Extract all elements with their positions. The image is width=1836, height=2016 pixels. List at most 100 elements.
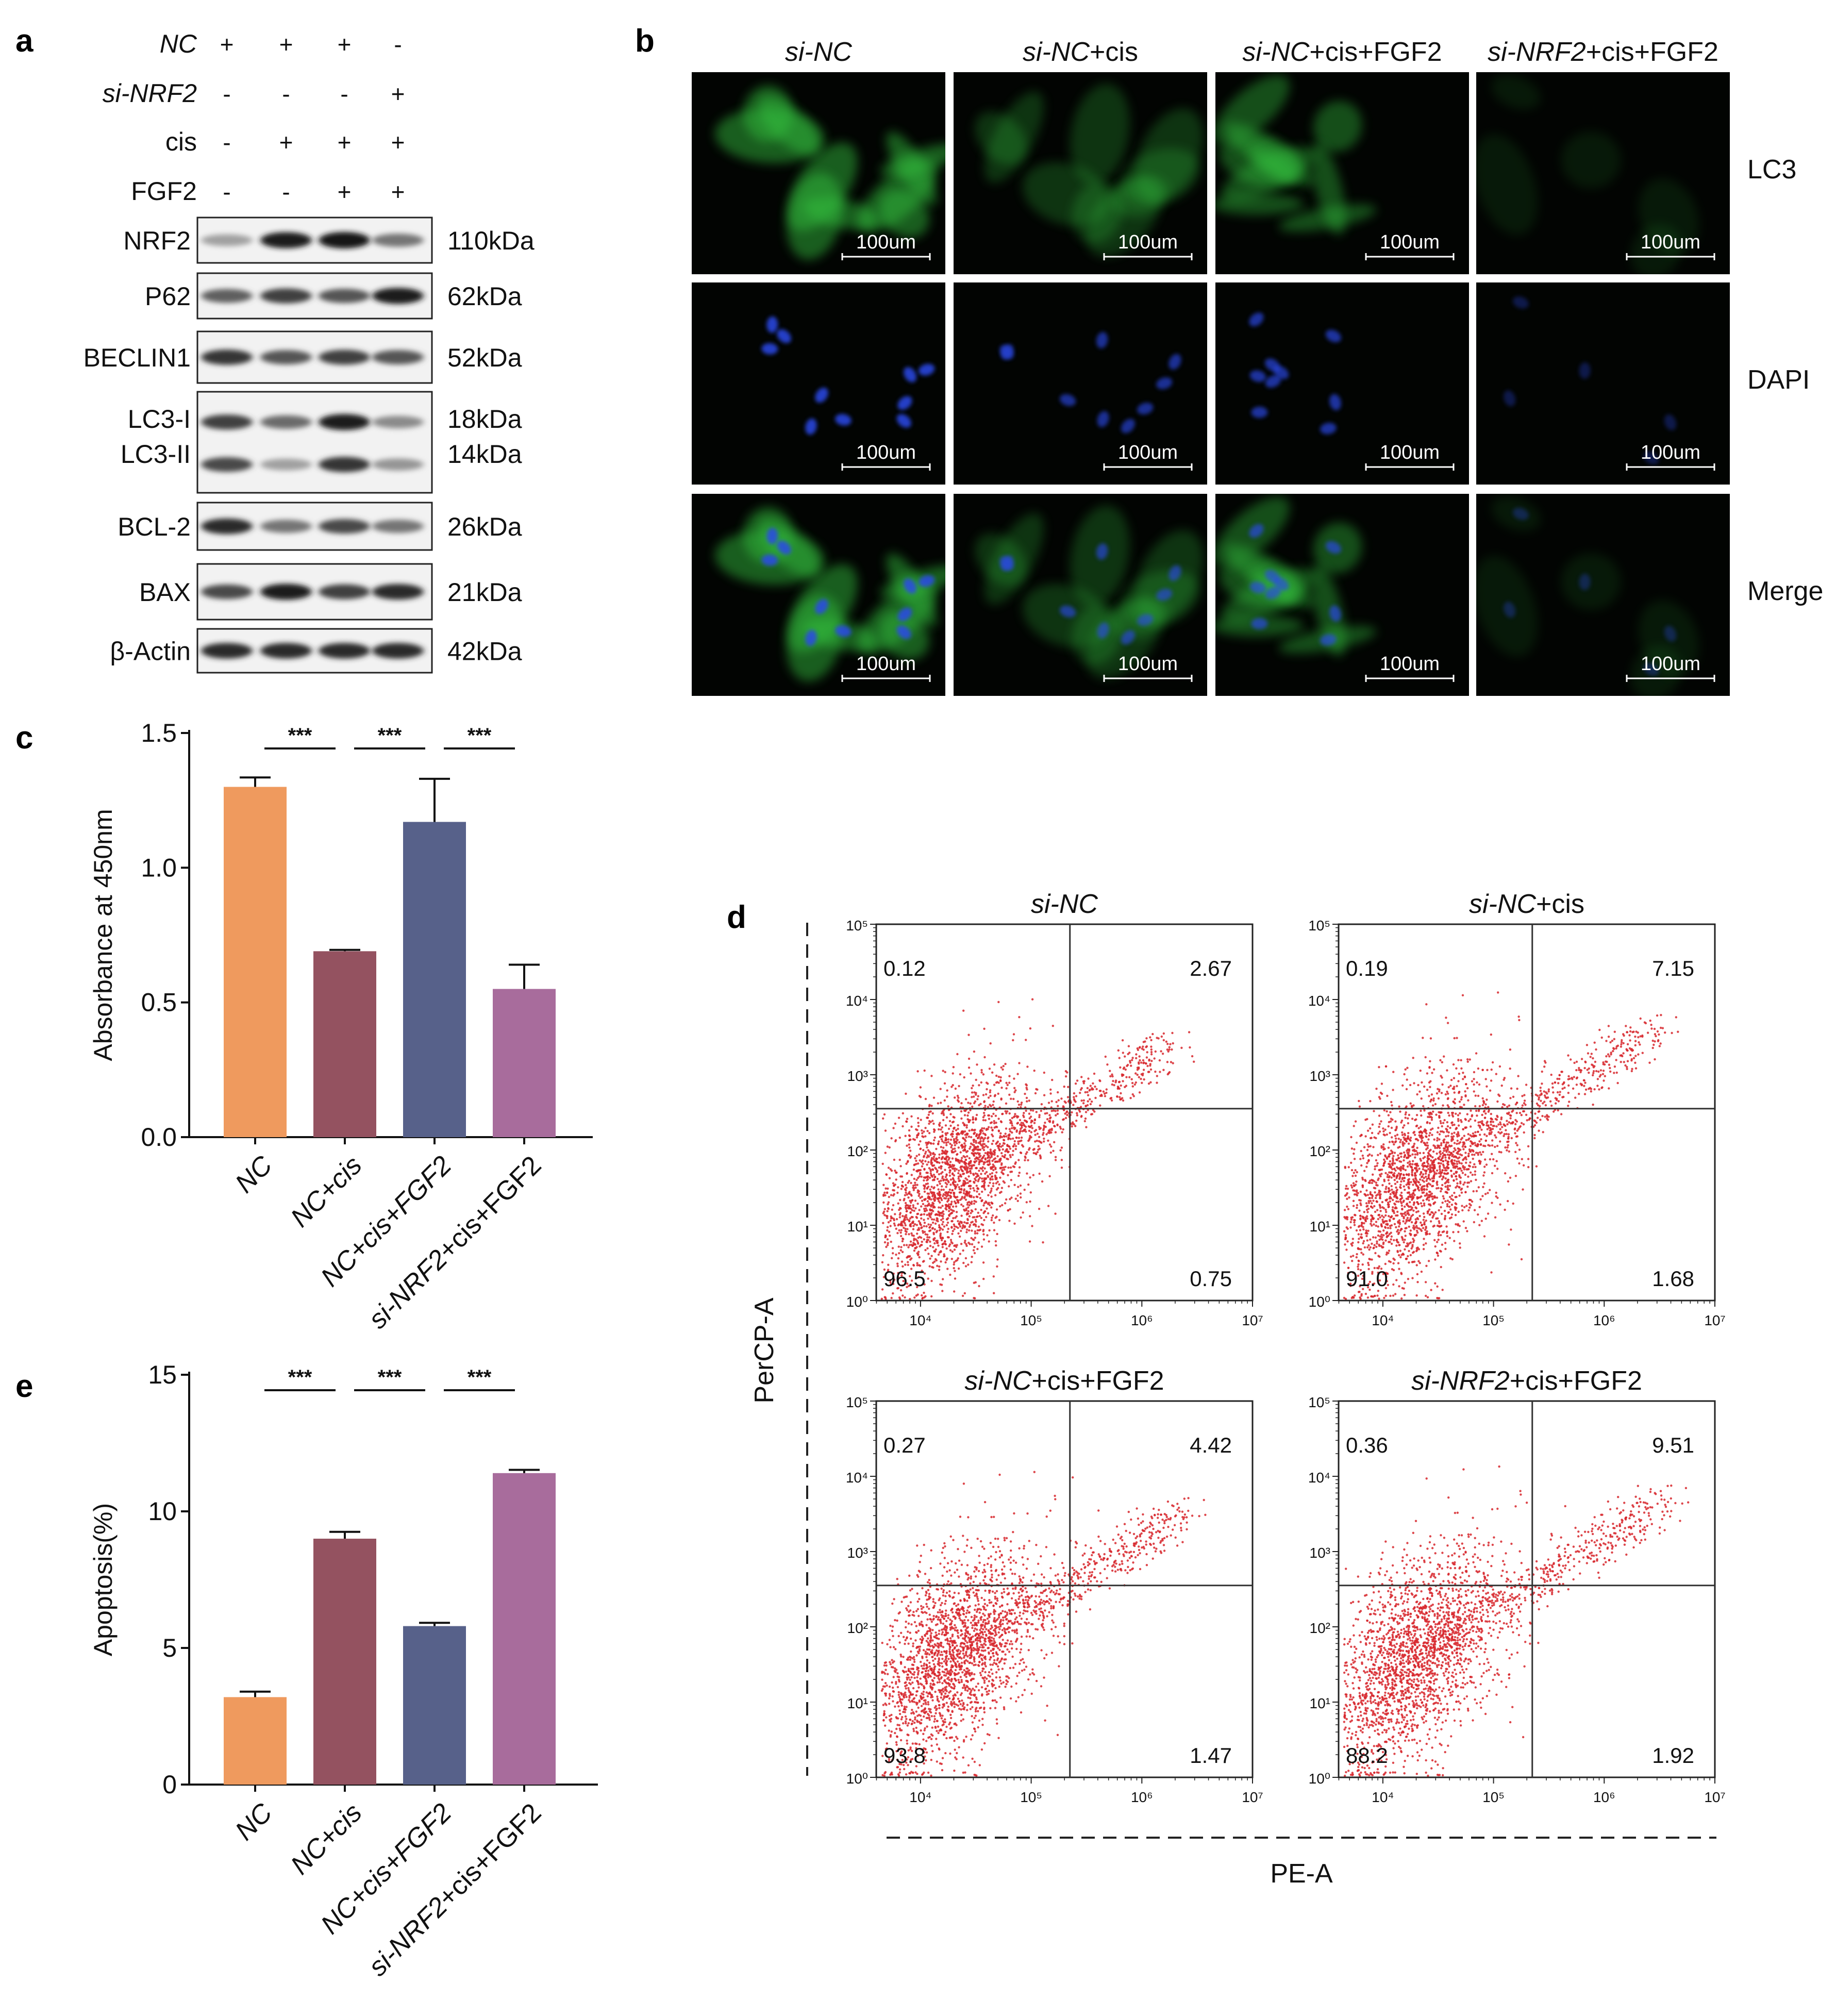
scatter-point [1507, 1140, 1510, 1143]
scatter-point [950, 1146, 953, 1148]
scatter-point [947, 1138, 950, 1141]
scatter-point [1026, 1151, 1028, 1154]
scatter-point [906, 1218, 909, 1221]
scatter-point [973, 1196, 975, 1198]
scatter-point [975, 1135, 978, 1138]
scatter-point [1009, 1198, 1011, 1201]
scatter-point [1133, 1083, 1136, 1086]
scatter-point [961, 1157, 963, 1159]
scatter-point [1353, 1185, 1356, 1187]
scatter-point [946, 1193, 949, 1195]
scatter-point [972, 1118, 974, 1121]
scatter-point [1085, 1126, 1088, 1128]
scatter-point [1506, 1106, 1509, 1108]
scatter-point [957, 1220, 959, 1223]
scatter-point [947, 1181, 950, 1184]
scatter-point [978, 1285, 980, 1288]
scatter-point [1466, 1087, 1469, 1090]
scatter-point [1004, 1132, 1007, 1135]
scatter-point [966, 1181, 969, 1184]
scatter-point [1008, 1128, 1011, 1130]
scatter-point [1000, 1187, 1004, 1189]
significance-stars: *** [468, 724, 492, 747]
scatter-point [999, 1120, 1003, 1123]
scatter-point [1402, 1220, 1405, 1223]
scatter-point [1635, 1030, 1638, 1033]
scatter-point [1474, 1094, 1477, 1097]
scatter-point [945, 1247, 948, 1250]
scatter-point [965, 1124, 968, 1127]
scatter-point [1445, 1141, 1448, 1144]
scatter-point [988, 1160, 991, 1163]
scatter-point [1405, 1088, 1408, 1091]
scatter-point [984, 1119, 987, 1122]
scatter-point [1029, 1215, 1031, 1218]
scatter-point [1003, 1166, 1005, 1169]
scatter-point [1447, 1135, 1449, 1137]
scatter-points [880, 998, 1195, 1301]
protein-band [201, 414, 253, 430]
scatter-point [897, 1223, 900, 1226]
scatter-point [959, 1253, 962, 1255]
scatter-point [931, 1168, 934, 1171]
scatter-point [1418, 1168, 1421, 1170]
scatter-point [980, 1069, 983, 1072]
scatter-point [1447, 1086, 1450, 1089]
scatter-point [1393, 1174, 1396, 1177]
scatter-point [1054, 1212, 1057, 1215]
scatter-point [965, 1134, 969, 1136]
scatter-point [933, 1153, 936, 1156]
scatter-point [971, 1129, 973, 1131]
scatter-point [939, 1135, 942, 1138]
scatter-point [1013, 1222, 1016, 1225]
scatter-point [1654, 1058, 1656, 1061]
scatter-point [1401, 1239, 1404, 1241]
scatter-point [942, 1217, 944, 1220]
scatter-point [1117, 1087, 1120, 1090]
scatter-point [1629, 1039, 1631, 1042]
scatter-point [1466, 1230, 1468, 1232]
scatter-point [1392, 1155, 1395, 1157]
scatter-point [1394, 1120, 1397, 1123]
scatter-point [1384, 1208, 1387, 1211]
scatter-point [901, 1224, 904, 1227]
scatter-point [1360, 1164, 1363, 1167]
scatter-point [1495, 1191, 1497, 1194]
scatter-point [1578, 1067, 1580, 1070]
lc3-cytoplasm-signal [1022, 162, 1110, 226]
scatter-point [959, 1173, 962, 1176]
scatter-point [1447, 1211, 1449, 1214]
scatter-point [1140, 1061, 1143, 1064]
scatter-point [938, 1199, 940, 1203]
scatter-point [1119, 1066, 1122, 1069]
scatter-point [1373, 1136, 1376, 1139]
scatter-point [1613, 1065, 1616, 1068]
scatter-point [973, 1180, 975, 1183]
scatter-point [1600, 1087, 1603, 1089]
scatter-point [926, 1182, 929, 1185]
scatter-point [886, 1145, 889, 1148]
scatter-point [996, 1232, 998, 1236]
dapi-nucleus [1060, 394, 1076, 406]
scatter-point [898, 1216, 902, 1219]
scatter-point [949, 1249, 952, 1252]
scatter-point [1430, 1289, 1432, 1291]
scatter-point [1518, 1019, 1521, 1022]
scatter-point [1357, 1259, 1360, 1262]
scatter-point [1580, 1083, 1583, 1086]
scatter-point [1060, 1146, 1063, 1149]
scatter-point [1005, 1112, 1008, 1114]
scatter-point [1450, 1152, 1453, 1155]
scatter-point [1022, 1211, 1024, 1214]
scatter-point [973, 1199, 976, 1203]
scatter-point [994, 1174, 997, 1177]
scatter-point [885, 1214, 888, 1218]
scatter-point [926, 1179, 928, 1181]
protein-band [319, 414, 370, 430]
scatter-point [904, 1227, 907, 1230]
lc3-cytoplasm-signal [1476, 134, 1538, 235]
scatter-point [1384, 1262, 1387, 1265]
scatter-point [980, 1081, 983, 1084]
scatter-point [977, 1158, 980, 1161]
scatter-point [1149, 1064, 1151, 1067]
